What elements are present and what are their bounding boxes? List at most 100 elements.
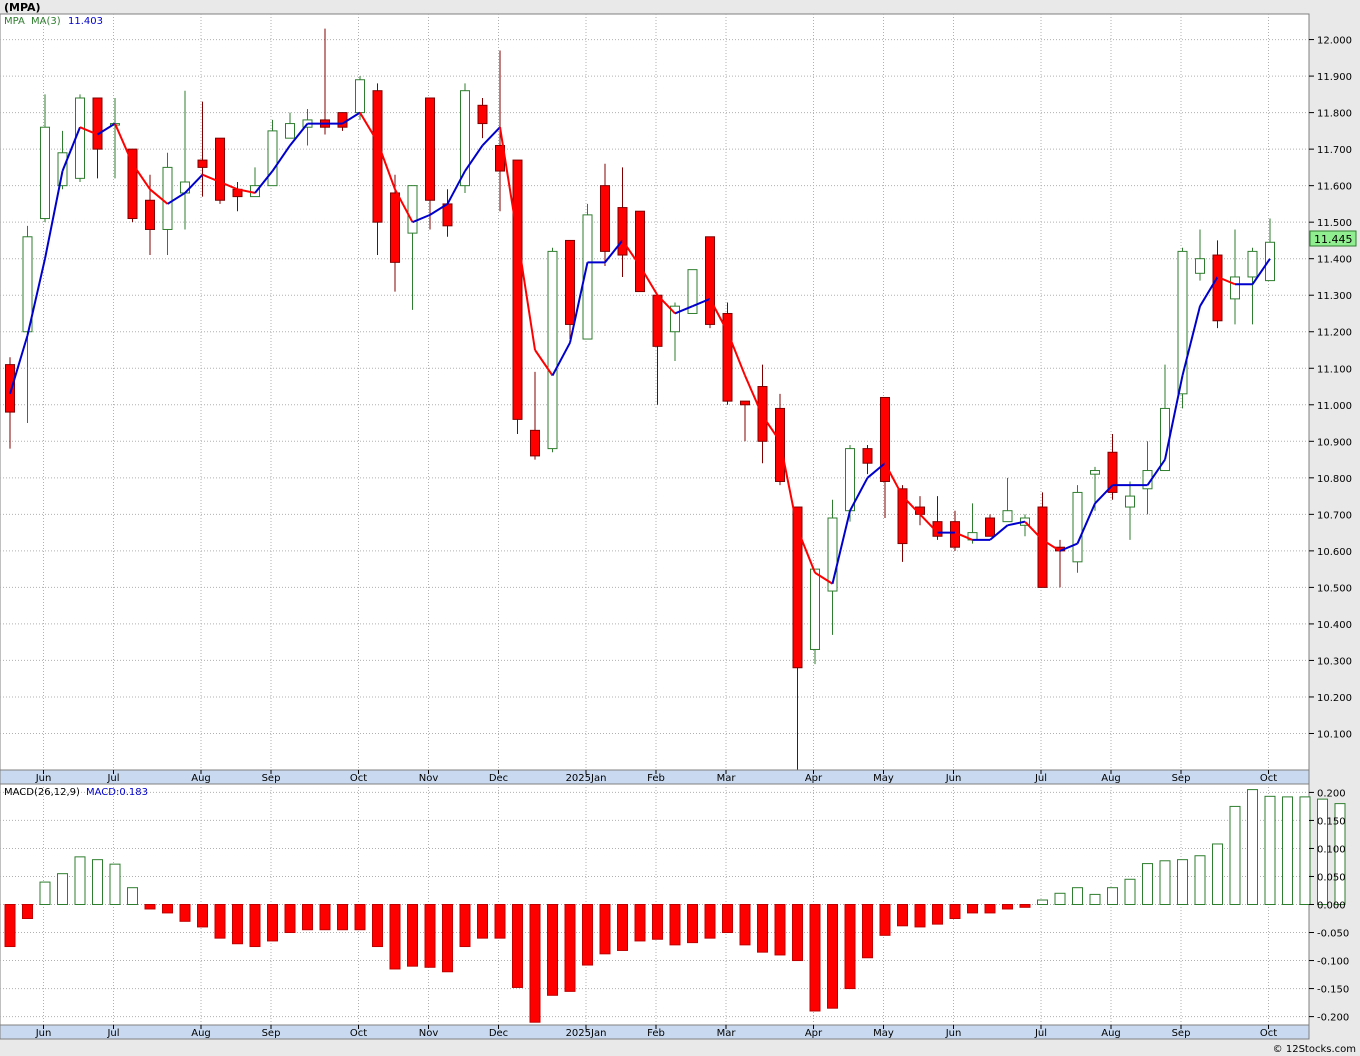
x-tick-label: Jun	[945, 1028, 962, 1039]
x-tick-label: Jun	[35, 773, 52, 784]
candle-body	[250, 185, 260, 198]
macd-legend-label: MACD(26,12,9)	[4, 787, 80, 798]
macd-bar	[862, 904, 873, 959]
ma-line-segment	[1041, 539, 1061, 552]
macd-bar	[57, 873, 68, 906]
candle-body	[600, 185, 610, 252]
macd-bar	[897, 904, 908, 927]
ma-line-segment	[376, 141, 396, 190]
x-tick-label: Aug	[191, 773, 211, 784]
price-candles	[5, 28, 1275, 770]
macd-bar	[1159, 860, 1171, 905]
ma-line-segment	[166, 192, 186, 205]
ma-line-segment	[79, 126, 98, 136]
macd-bar	[197, 904, 208, 928]
x-tick-label: Dec	[489, 773, 508, 784]
candle-body	[355, 79, 365, 114]
footer-credit: © 12Stocks.com	[1273, 1044, 1356, 1055]
macd-bar	[1072, 887, 1083, 905]
ma-line-segment	[202, 173, 221, 183]
ma-line-segment	[341, 111, 361, 125]
ma-line-segment	[831, 510, 851, 584]
ma-line-segment	[639, 265, 659, 296]
candle-body	[1107, 451, 1118, 493]
macd-bar	[1002, 904, 1013, 910]
x-tick-label: Aug	[1101, 1028, 1121, 1039]
ma-line-segment	[726, 331, 746, 376]
price-y-tick-label: 10.800	[1317, 474, 1352, 485]
candle-body	[792, 506, 803, 669]
macd-bar	[844, 904, 856, 990]
macd-bar	[949, 904, 961, 920]
ma-line-segment	[866, 462, 886, 479]
x-tick-label: Jul	[106, 773, 119, 784]
ma-line-segment	[44, 170, 64, 259]
candle-body	[1125, 495, 1135, 508]
price-legend-symbol: MPA	[4, 16, 25, 27]
macd-bar	[1229, 805, 1241, 905]
last-price-label: 11.445	[1314, 233, 1353, 246]
macd-bar	[1054, 892, 1066, 906]
ma-line-segment	[184, 174, 204, 194]
macd-bars	[4, 789, 1346, 1023]
macd-bar	[267, 904, 278, 942]
last-price-box	[1309, 230, 1357, 247]
ma-line-segment	[692, 297, 711, 308]
candle-body	[1247, 250, 1258, 278]
price-y-tick-label: 10.300	[1317, 656, 1352, 667]
ma-line-segment	[219, 181, 238, 191]
x-tick-label: Mar	[717, 1028, 737, 1039]
candle-body	[372, 90, 383, 223]
macd-bar	[564, 904, 576, 992]
macd-bar	[1019, 904, 1031, 908]
macd-bar	[827, 904, 838, 1009]
candle-body	[827, 517, 838, 592]
price-y-tick-label: 11.600	[1317, 182, 1352, 193]
ma-line-segment	[656, 294, 676, 315]
price-y-tick-label: 11.200	[1317, 328, 1352, 339]
ma-line-segment	[796, 528, 816, 574]
macd-bar	[127, 887, 138, 905]
candle-body	[40, 126, 50, 220]
x-tick-label: Jul	[106, 1028, 119, 1039]
x-tick-label: Jun	[35, 1028, 52, 1039]
ma-line-segment	[569, 262, 589, 343]
candle-body	[897, 488, 908, 545]
x-tick-label: Apr	[805, 1028, 823, 1039]
macd-bar	[477, 904, 488, 939]
macd-bar	[792, 904, 803, 962]
macd-bar	[879, 904, 891, 936]
macd-bar	[319, 904, 331, 931]
macd-bar	[74, 856, 86, 906]
x-tick-label: Sep	[262, 1028, 281, 1039]
macd-bar	[1264, 795, 1276, 906]
x-tick-label: Sep	[1172, 773, 1191, 784]
macd-bar	[39, 881, 51, 906]
ma-line-segment	[674, 305, 693, 315]
macd-bar	[179, 904, 191, 922]
x-tick-label: Aug	[1101, 773, 1121, 784]
x-tick-label: Nov	[419, 1028, 439, 1039]
macd-bar	[162, 904, 173, 914]
ma-line-segment	[9, 335, 29, 395]
ma-line-segment	[237, 188, 256, 194]
macd-bar	[914, 904, 926, 928]
ma-line-segment	[744, 375, 764, 417]
macd-y-tick-label: -0.200	[1317, 1013, 1349, 1024]
ma-line-segment	[1024, 520, 1044, 541]
macd-x-axis: Jun Jul Aug Sep Oct Nov Dec 2025Jan Feb Mar Apr May…	[35, 1025, 1277, 1039]
macd-bar	[704, 904, 716, 939]
candle-body	[1265, 241, 1275, 282]
candle-body	[1072, 491, 1083, 563]
price-y-tick-label: 10.400	[1317, 620, 1352, 631]
ma-line-segment	[516, 236, 536, 351]
macd-bar	[354, 904, 366, 931]
ma-line-segment	[884, 462, 904, 497]
macd-legend-value: MACD:0.183	[86, 787, 148, 798]
price-y-tick-label: 12.000	[1317, 36, 1352, 47]
macd-bar	[1037, 899, 1048, 906]
price-y-axis: 12.000 11.900 11.800 11.700 11.600 11.500 11.4…	[1309, 36, 1352, 740]
macd-y-tick-label: -0.050	[1317, 929, 1349, 940]
ma-line-segment	[1164, 375, 1184, 460]
